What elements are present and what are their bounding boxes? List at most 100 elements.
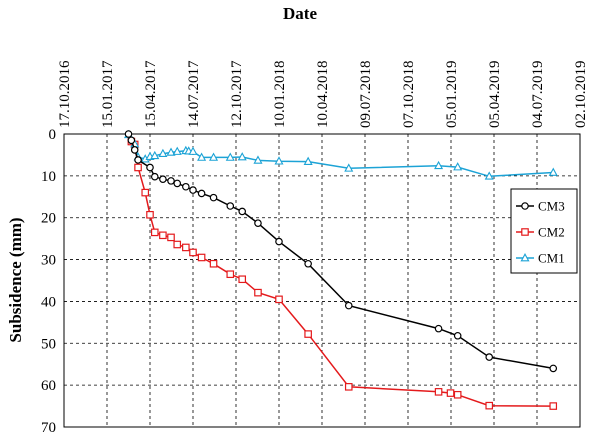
y-tick-label: 30 — [41, 253, 56, 269]
x-tick-label: 09.07.2018 — [358, 61, 374, 129]
x-tick-label: 10.04.2018 — [315, 61, 331, 129]
data-point — [344, 383, 353, 391]
data-point — [209, 193, 218, 202]
data-point — [209, 259, 218, 268]
legend-marker-cm3 — [521, 202, 529, 210]
data-point — [226, 270, 235, 279]
data-point — [134, 156, 142, 164]
data-point — [434, 388, 443, 396]
y-tick-label: 70 — [41, 420, 56, 436]
data-point — [159, 175, 167, 184]
x-tick-labels: 17.10.2016 15.01.2017 15.04.2017 14.07.2017… — [57, 60, 589, 128]
data-point — [548, 167, 558, 176]
data-point — [344, 163, 354, 172]
data-point — [189, 248, 197, 257]
y-tick-label: 20 — [41, 211, 56, 227]
data-point — [146, 163, 154, 172]
data-point — [188, 146, 198, 155]
x-tick-label: 10.01.2018 — [272, 61, 288, 129]
data-point — [485, 353, 494, 361]
legend-marker-cm2 — [521, 228, 529, 236]
x-tick-label: 04.07.2019 — [530, 61, 546, 129]
legend-label-cm2: CM2 — [538, 225, 565, 240]
y-tick-label: 10 — [41, 169, 56, 185]
data-point — [209, 152, 219, 161]
data-point — [166, 147, 176, 156]
data-point — [158, 148, 168, 158]
x-tick-label: 12.10.2017 — [229, 60, 245, 128]
data-point — [238, 207, 247, 216]
series-line-cm2 — [130, 140, 554, 407]
data-point — [275, 295, 283, 304]
legend-label-cm1: CM1 — [538, 251, 565, 266]
y-tick-label: 60 — [41, 378, 56, 394]
plot-frame — [63, 133, 581, 428]
data-point — [197, 189, 206, 198]
legend: CM3 CM2 CM1 — [510, 188, 578, 274]
data-point — [549, 364, 558, 373]
data-point — [197, 152, 207, 161]
y-axis-title: Subsidence (mm) — [6, 217, 25, 342]
data-point — [453, 390, 462, 399]
data-point — [253, 155, 263, 164]
series-cm3 — [124, 130, 558, 373]
x-tick-label: 05.04.2019 — [487, 61, 503, 129]
data-point — [159, 231, 167, 240]
x-tick-label: 17.10.2016 — [57, 60, 73, 128]
data-point — [141, 188, 150, 197]
x-tick-label: 14.07.2017 — [186, 60, 202, 128]
data-point — [304, 330, 312, 338]
series-cm1 — [123, 129, 558, 180]
data-point — [303, 156, 313, 165]
data-point — [146, 210, 154, 219]
data-point — [254, 219, 262, 227]
data-point — [130, 146, 139, 154]
data-point — [485, 401, 494, 410]
data-point — [549, 402, 558, 410]
data-point — [344, 301, 353, 310]
data-point — [150, 228, 159, 237]
series-layer — [123, 129, 558, 410]
data-point — [254, 288, 262, 297]
x-tick-label: 02.10.2019 — [573, 61, 589, 129]
data-point — [446, 389, 455, 397]
data-point — [150, 172, 159, 181]
data-point — [274, 156, 284, 165]
data-point — [182, 243, 190, 252]
data-point — [134, 163, 142, 172]
data-point — [434, 324, 443, 333]
data-point — [226, 202, 235, 210]
data-point — [167, 177, 175, 185]
data-point — [434, 160, 444, 170]
y-tick-labels: 0 10 20 30 40 50 60 70 — [41, 127, 56, 436]
y-tick-label: 50 — [41, 336, 56, 352]
y-tick-label: 0 — [49, 127, 57, 143]
x-tick-label: 07.10.2018 — [401, 61, 417, 129]
data-point — [124, 130, 133, 138]
data-point — [167, 233, 175, 242]
data-point — [275, 237, 283, 246]
data-point — [238, 275, 247, 284]
x-tick-label: 15.04.2017 — [143, 60, 159, 128]
data-point — [304, 259, 312, 268]
data-point — [189, 186, 197, 194]
data-point — [150, 150, 160, 160]
x-tick-label: 05.01.2019 — [444, 61, 460, 129]
series-line-cm1 — [127, 134, 554, 178]
data-point — [453, 331, 462, 340]
x-tick-label: 15.01.2017 — [100, 60, 116, 128]
data-point — [182, 182, 190, 191]
data-point — [173, 179, 182, 188]
legend-label-cm3: CM3 — [538, 199, 565, 214]
data-point — [173, 240, 182, 249]
data-point — [484, 171, 494, 180]
data-point — [172, 146, 182, 155]
data-point — [237, 152, 247, 161]
y-tick-label: 40 — [41, 294, 56, 310]
legend-marker-cm1 — [520, 253, 530, 262]
data-point — [127, 136, 136, 145]
data-point — [225, 152, 235, 161]
x-axis-title: Date — [283, 4, 317, 23]
